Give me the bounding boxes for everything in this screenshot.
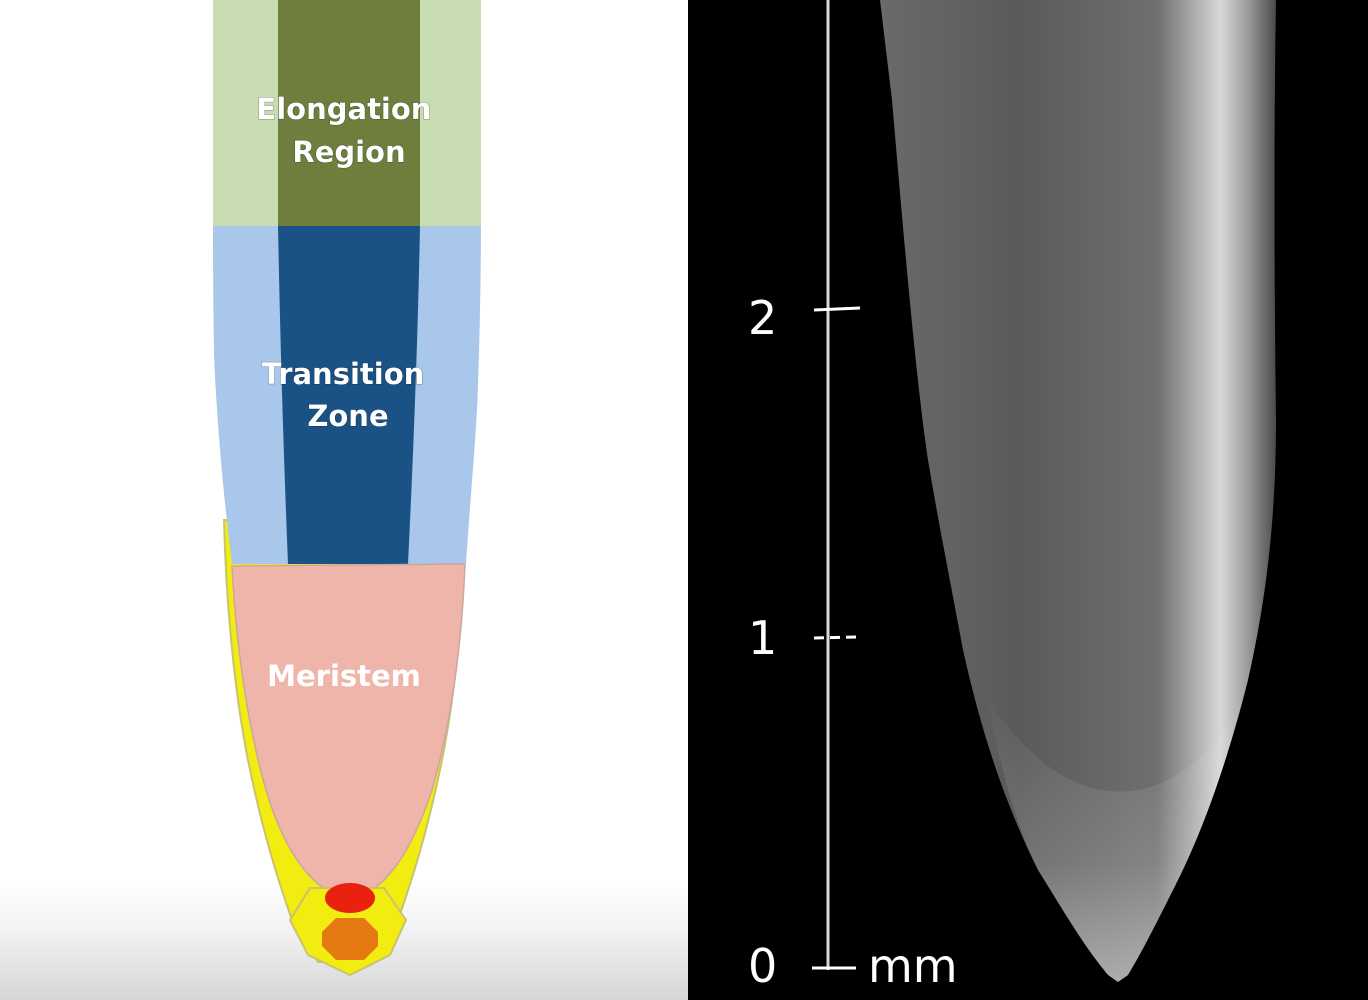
transition-inner bbox=[278, 226, 420, 564]
root-tip-micrograph: 2 1 0 mm bbox=[748, 0, 1276, 993]
meristem-label: Meristem bbox=[267, 659, 421, 693]
elongation-inner bbox=[278, 0, 420, 226]
elongation-label-line1: Elongation bbox=[256, 92, 431, 126]
scale-label-1: 1 bbox=[748, 611, 777, 665]
root-image bbox=[880, 0, 1276, 982]
root-tip-micrograph-panel: 2 1 0 mm bbox=[688, 0, 1368, 1000]
scale-label-2: 2 bbox=[748, 291, 777, 345]
quiescent-center bbox=[325, 883, 375, 913]
scale-unit-label: mm bbox=[868, 939, 958, 993]
root-tip-schematic: Elongation Region Transition Zone Merist… bbox=[213, 0, 481, 977]
root-tip-highlight bbox=[988, 680, 1248, 982]
transition-label-line1: Transition bbox=[262, 357, 425, 391]
columella bbox=[322, 918, 378, 960]
transition-label: Transition Zone bbox=[262, 357, 435, 433]
scale-tick-2 bbox=[813, 306, 861, 312]
elongation-label: Elongation Region bbox=[256, 92, 441, 169]
elongation-label-line2: Region bbox=[292, 135, 405, 169]
root-tip-schematic-panel: Elongation Region Transition Zone Merist… bbox=[0, 0, 688, 1000]
scale-tick-1 bbox=[813, 635, 857, 640]
scale-label-0: 0 bbox=[748, 939, 777, 993]
transition-label-line2: Zone bbox=[307, 399, 388, 433]
